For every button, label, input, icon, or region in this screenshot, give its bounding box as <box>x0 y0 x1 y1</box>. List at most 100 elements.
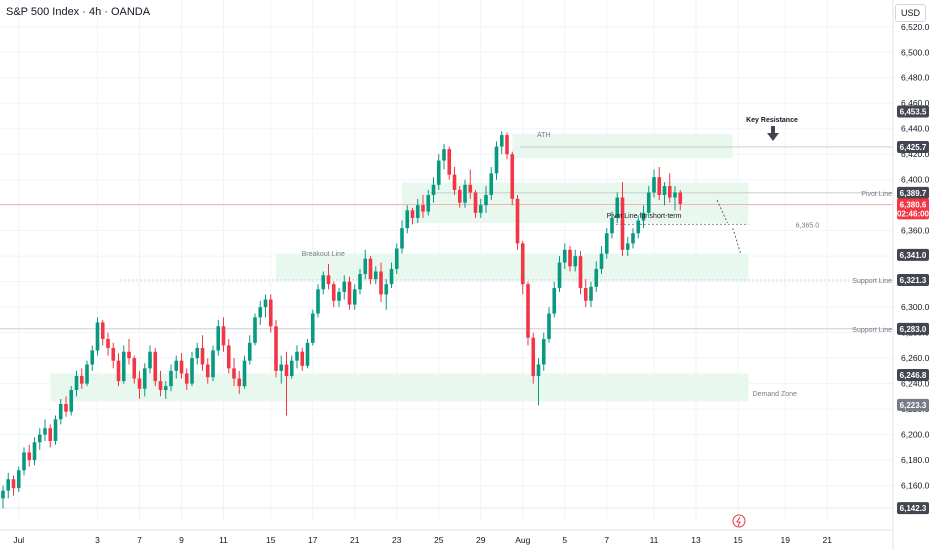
price-tick-label: 6,500.0 <box>901 47 930 57</box>
candle-body <box>100 322 105 340</box>
candle-body <box>494 146 499 174</box>
candle-body <box>379 271 383 295</box>
candle-body <box>573 256 578 267</box>
candle-body <box>148 351 152 369</box>
candle-body <box>310 313 315 343</box>
time-tick-label: 11 <box>650 535 659 545</box>
candle-body <box>90 350 95 365</box>
candle-body <box>295 351 299 361</box>
candle-body <box>205 364 210 378</box>
support-line-label: Support Line <box>852 327 892 334</box>
candle-body <box>652 177 656 193</box>
price-badge-text: 6,389.7 <box>900 189 927 198</box>
candle-body <box>547 313 551 340</box>
candle-body <box>37 434 42 443</box>
price-badge-text: 6,246.8 <box>900 371 927 380</box>
candle-body <box>536 364 541 376</box>
candle-body <box>352 289 357 305</box>
candle-body <box>363 258 368 275</box>
price-badge <box>897 322 929 335</box>
projection-arrow <box>716 199 728 224</box>
demand-zone-label: Demand Zone <box>753 391 797 398</box>
candle-body <box>106 339 110 348</box>
candle-body <box>247 342 252 361</box>
candle-body <box>562 249 567 263</box>
candle-body <box>657 177 662 195</box>
candle-body <box>436 160 441 185</box>
candle-body <box>589 286 593 301</box>
candle-body <box>505 135 509 155</box>
candle-body <box>342 281 347 292</box>
candle-body <box>541 339 546 365</box>
candle-body <box>226 345 231 369</box>
candle-body <box>662 186 667 195</box>
candle-body <box>48 428 53 441</box>
price-badge-text: 6,142.3 <box>900 504 927 513</box>
candle-body <box>237 378 242 387</box>
candle-body <box>169 370 173 387</box>
candle-body <box>531 337 536 376</box>
candle-body <box>610 217 614 234</box>
candle-body <box>121 351 126 382</box>
candle-body <box>678 192 683 204</box>
time-tick-label: 13 <box>691 535 701 545</box>
candle-body <box>337 291 341 301</box>
candle-body <box>184 373 189 384</box>
time-tick-label: 19 <box>781 535 791 545</box>
candle-body <box>27 452 32 461</box>
candle-body <box>594 268 599 287</box>
time-tick-label: 21 <box>350 535 360 545</box>
price-tick-label: 6,480.0 <box>901 73 930 83</box>
candle-body <box>447 149 452 175</box>
breakout-line-label: Breakout Line <box>302 251 345 258</box>
down-arrow-icon <box>771 126 775 133</box>
candle-body <box>400 228 404 249</box>
candle-body <box>74 375 79 390</box>
time-tick-label: 9 <box>179 535 184 545</box>
candle-body <box>258 307 263 318</box>
candle-body <box>195 347 200 359</box>
price-tick-label: 6,180.0 <box>901 455 930 465</box>
candle-body <box>69 390 74 412</box>
candle-body <box>132 358 137 379</box>
candle-body <box>321 275 326 290</box>
event-icon[interactable] <box>732 514 746 528</box>
candle-body <box>520 243 525 285</box>
candle-body <box>604 233 609 254</box>
price-badge-text: 6,283.0 <box>900 325 927 334</box>
candle-body <box>426 195 431 212</box>
price-tick-label: 6,160.0 <box>901 481 930 491</box>
currency-button[interactable]: USD <box>895 4 926 22</box>
time-tick-label: 3 <box>95 535 100 545</box>
candle-body <box>300 351 305 366</box>
candle-body <box>179 360 184 374</box>
candle-body <box>557 262 562 289</box>
candle-body <box>636 220 641 234</box>
ath-label: ATH <box>537 132 550 139</box>
price-tick-label: 6,260.0 <box>901 353 930 363</box>
price-badge <box>897 274 929 287</box>
candle-body <box>421 205 425 212</box>
time-tick-label: 17 <box>308 535 318 545</box>
candle-body <box>11 479 16 489</box>
candle-body <box>667 186 672 198</box>
price-badge <box>897 502 929 515</box>
candle-body <box>190 358 194 384</box>
candle-body <box>478 205 483 213</box>
time-tick-label: 7 <box>604 535 609 545</box>
candle-body <box>232 368 236 379</box>
key-resistance-label: Key Resistance <box>746 117 798 124</box>
time-tick-label: 23 <box>392 535 402 545</box>
candle-body <box>620 197 625 250</box>
last-price-badge <box>897 198 929 220</box>
candle-body <box>253 317 257 343</box>
price-tick-label: 6,240.0 <box>901 379 930 389</box>
candle-body <box>289 360 294 376</box>
price-badge <box>897 248 929 261</box>
candle-body <box>95 322 100 351</box>
candle-body <box>568 249 572 267</box>
candle-body <box>457 189 462 203</box>
event-icon <box>736 516 741 527</box>
candle-body <box>510 154 515 199</box>
